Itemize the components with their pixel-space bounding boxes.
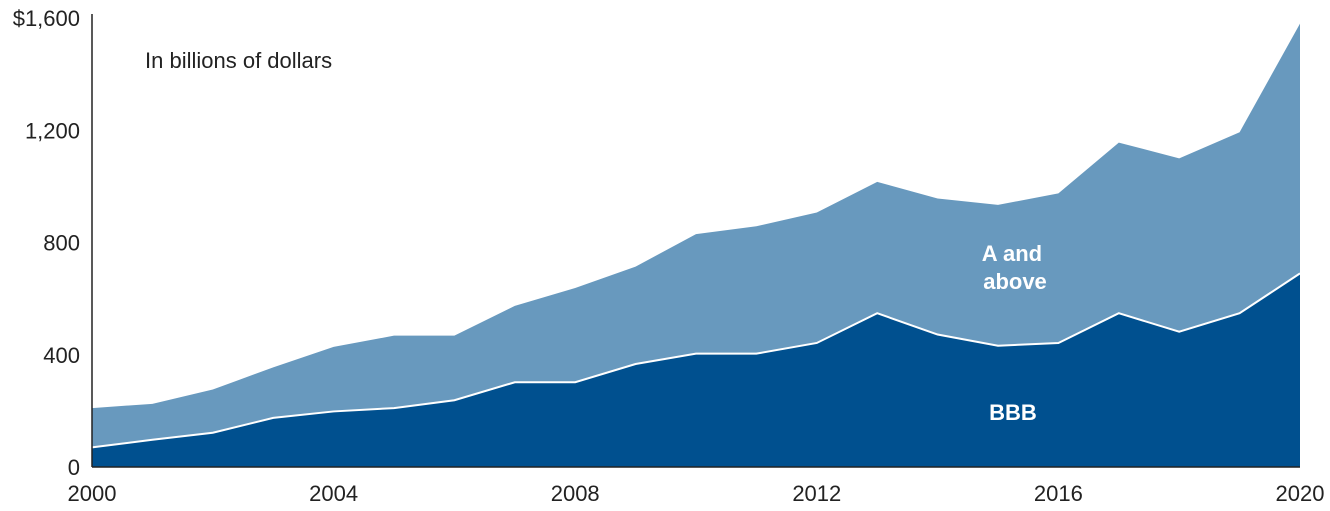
y-tick-label: $1,600 (13, 6, 80, 31)
x-tick-label: 2008 (551, 481, 600, 506)
label-a-and-above-line-2: above (983, 269, 1047, 294)
x-tick-label: 2020 (1276, 481, 1325, 506)
area-a-and-above (92, 23, 1300, 448)
y-tick-labels: 0 400 800 1,200 $1,600 (13, 6, 80, 480)
x-tick-labels: 2000 2004 2008 2012 2016 2020 (68, 481, 1325, 506)
y-tick-label: 400 (43, 343, 80, 368)
x-tick-label: 2012 (792, 481, 841, 506)
series-boundary-line (91, 272, 1301, 449)
x-tick-label: 2016 (1034, 481, 1083, 506)
x-tick-label: 2000 (68, 481, 117, 506)
label-a-and-above: A and above (982, 241, 1048, 294)
label-a-and-above-line-1: A and (982, 241, 1042, 266)
area-bbb (92, 273, 1300, 467)
y-tick-label: 800 (43, 231, 80, 256)
area-layer (91, 23, 1301, 467)
y-tick-label: 1,200 (25, 118, 80, 143)
x-tick-label: 2004 (309, 481, 358, 506)
label-bbb: BBB (989, 400, 1037, 425)
y-tick-label: 0 (68, 455, 80, 480)
units-note: In billions of dollars (145, 48, 332, 73)
